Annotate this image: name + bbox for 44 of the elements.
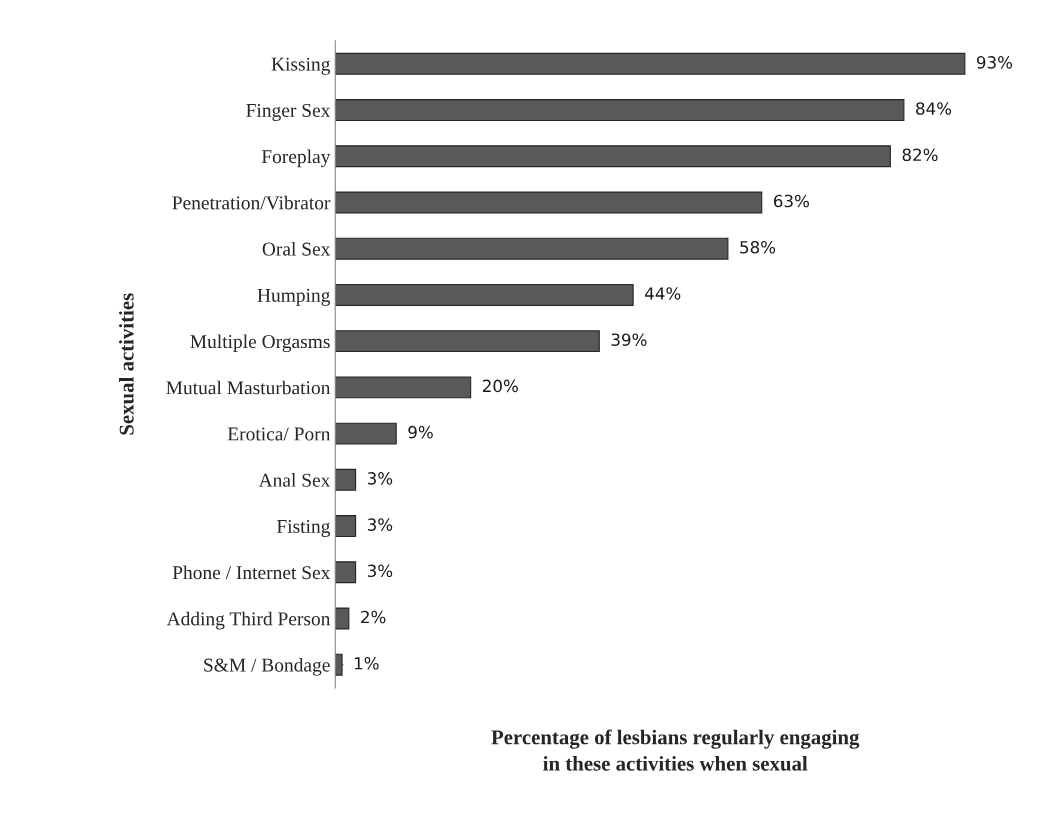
data-label: 9%	[408, 425, 433, 439]
y-tick-label: Erotica/ Porn	[227, 427, 331, 441]
bar	[335, 52, 966, 75]
data-label: 1%	[354, 656, 379, 670]
y-tick-label: Humping	[257, 288, 331, 306]
y-tick-label: Kissing	[271, 57, 331, 75]
bar	[335, 330, 600, 353]
data-label: 84%	[916, 102, 952, 115]
bar	[335, 99, 905, 121]
data-label: 39%	[611, 333, 647, 346]
bar	[335, 607, 350, 630]
bar	[335, 237, 729, 260]
y-tick-label: Oral Sex	[262, 241, 331, 256]
y-tick-label: Multiple Orgasms	[190, 334, 330, 353]
bar	[335, 376, 472, 399]
data-label: 63%	[774, 194, 809, 208]
bar	[335, 653, 343, 676]
bar	[335, 422, 397, 445]
y-tick-label: Fisting	[276, 519, 331, 537]
x-axis-title: Percentage of lesbians regularly engaging in these activities when sexual	[491, 729, 860, 771]
y-tick-label: Foreplay	[261, 149, 331, 168]
y-tick-label: Anal Sex	[258, 473, 331, 487]
data-label: 3%	[367, 472, 393, 485]
y-axis-title: Sexual activities	[119, 293, 134, 435]
bar	[335, 145, 891, 168]
data-label: 82%	[902, 148, 938, 162]
data-label: 20%	[482, 379, 518, 393]
bar	[335, 468, 357, 491]
y-tick-label: Finger Sex	[246, 103, 331, 121]
bar	[335, 191, 763, 214]
data-label: 93%	[976, 56, 1013, 69]
bar	[335, 515, 357, 538]
y-tick-label: Adding Third Person	[166, 611, 331, 630]
data-label: 44%	[645, 287, 681, 300]
y-tick-label: Penetration/Vibrator	[172, 195, 331, 210]
bar	[335, 561, 357, 584]
data-label: 3%	[367, 518, 393, 531]
y-tick-label: Phone / Internet Sex	[172, 565, 331, 580]
data-label: 3%	[367, 564, 393, 578]
bar	[335, 283, 634, 306]
y-tick-label: S&M / Bondage	[204, 657, 330, 676]
data-label: 2%	[361, 610, 386, 624]
y-tick-label: Mutual Masturbation	[166, 380, 331, 395]
data-label: 58%	[740, 240, 776, 254]
